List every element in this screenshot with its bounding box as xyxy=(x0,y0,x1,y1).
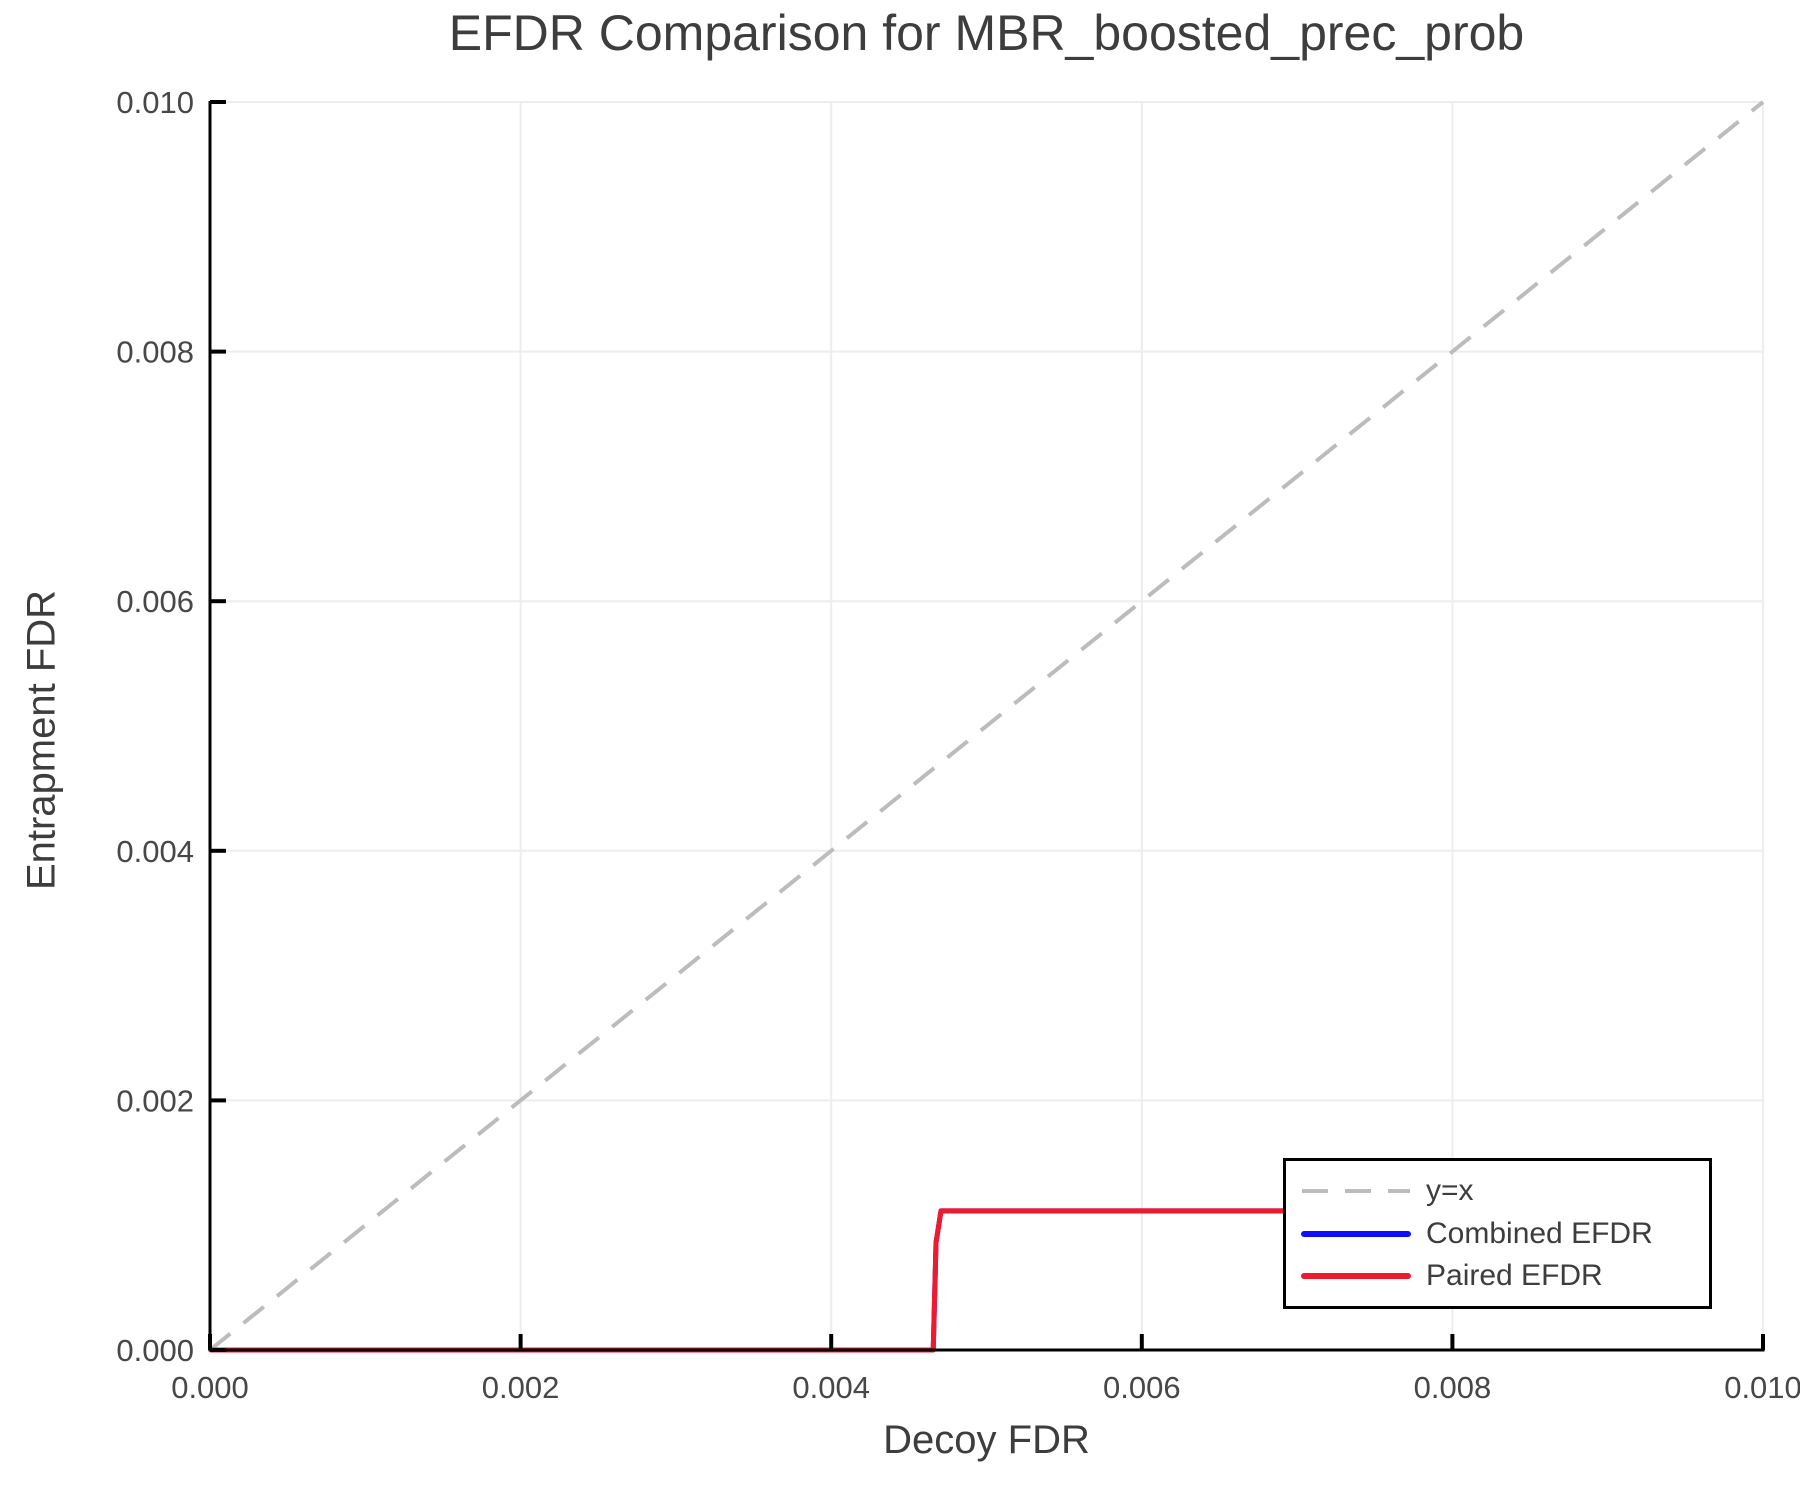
series-line-combined-efdr xyxy=(210,1208,1332,1353)
legend-label-paired: Paired EFDR xyxy=(1426,1259,1603,1293)
y-tick-label: 0.004 xyxy=(116,834,194,869)
legend-blue-line-swatch xyxy=(1301,1230,1411,1237)
x-tick-label: 0.010 xyxy=(1724,1370,1800,1405)
legend-label-yx: y=x xyxy=(1426,1173,1474,1207)
series-line-paired-efdr xyxy=(210,1208,1332,1353)
legend-entry-combined: Combined EFDR xyxy=(1300,1216,1695,1250)
legend-entry-paired: Paired EFDR xyxy=(1300,1261,1695,1291)
y-axis-label: Entrapment FDR xyxy=(19,589,64,891)
x-tick-label: 0.006 xyxy=(1103,1370,1181,1405)
legend-entry-yx: y=x xyxy=(1300,1173,1695,1207)
series-line-y-x xyxy=(208,100,1765,1352)
y-tick-label: 0.008 xyxy=(116,335,194,370)
x-tick-label: 0.000 xyxy=(171,1370,249,1405)
legend-dashed-line-swatch xyxy=(1302,1188,1410,1193)
y-tick-label: 0.002 xyxy=(116,1083,194,1118)
legend-red-line-swatch xyxy=(1301,1273,1411,1280)
x-tick-label: 0.008 xyxy=(1414,1370,1492,1405)
y-tick-label: 0.006 xyxy=(116,584,194,619)
chart-title: EFDR Comparison for MBR_boosted_prec_pro… xyxy=(448,5,1525,61)
x-axis-label: Decoy FDR xyxy=(883,1418,1090,1462)
y-tick-label: 0.000 xyxy=(116,1333,194,1368)
x-tick-label: 0.002 xyxy=(482,1370,560,1405)
y-tick-label: 0.010 xyxy=(116,85,194,120)
legend: y=x Combined EFDR Paired EFDR xyxy=(1283,1158,1712,1309)
legend-label-combined: Combined EFDR xyxy=(1426,1216,1653,1250)
x-tick-label: 0.004 xyxy=(792,1370,870,1405)
